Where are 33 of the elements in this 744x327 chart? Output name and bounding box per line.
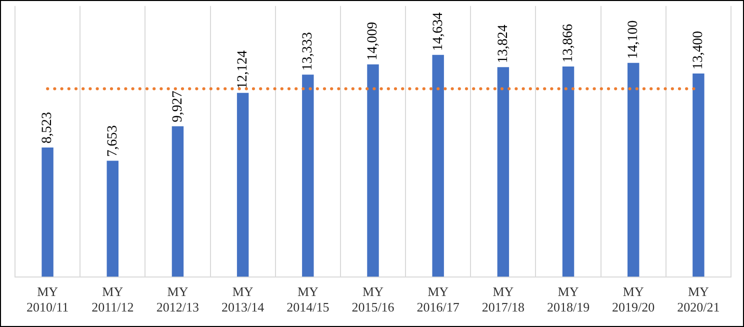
data-label: 13,333	[300, 32, 316, 71]
bar	[106, 160, 118, 277]
data-label: 9,927	[170, 90, 186, 122]
bar	[367, 64, 379, 277]
x-tick-label: MY 2012/13	[156, 284, 200, 315]
x-tick-label: MY 2013/14	[222, 284, 265, 315]
bar	[236, 92, 249, 277]
data-label: 14,100	[626, 20, 642, 59]
bar	[172, 126, 184, 277]
bar	[42, 148, 54, 277]
data-label: 14,634	[430, 12, 446, 51]
data-label: 14,009	[366, 22, 381, 60]
x-tick-label: MY 2016/17	[416, 284, 460, 315]
data-label: 12,124	[235, 50, 250, 89]
bar	[628, 62, 640, 277]
data-label: 8,523	[40, 112, 56, 144]
data-label: 13,866	[560, 24, 576, 62]
x-tick-label: MY 2019/20	[612, 284, 655, 315]
x-tick-label: MY 2015/16	[352, 284, 395, 315]
bar	[562, 66, 574, 277]
x-tick-label: MY 2010/11	[26, 284, 69, 315]
data-label: 13,824	[496, 24, 511, 64]
bar	[692, 74, 704, 277]
data-label: 13,400	[691, 31, 706, 70]
x-tick-label: MY 2017/18	[482, 284, 524, 315]
bar	[497, 67, 510, 277]
x-tick-label: MY 2018/19	[546, 284, 590, 315]
x-tick-label: MY 2014/15	[286, 284, 330, 315]
data-label: 7,653	[105, 125, 120, 157]
x-tick-label: MY 2011/12	[92, 284, 134, 315]
bar	[302, 74, 314, 277]
x-tick-label: MY 2020/21	[677, 284, 720, 315]
bar	[432, 54, 444, 277]
